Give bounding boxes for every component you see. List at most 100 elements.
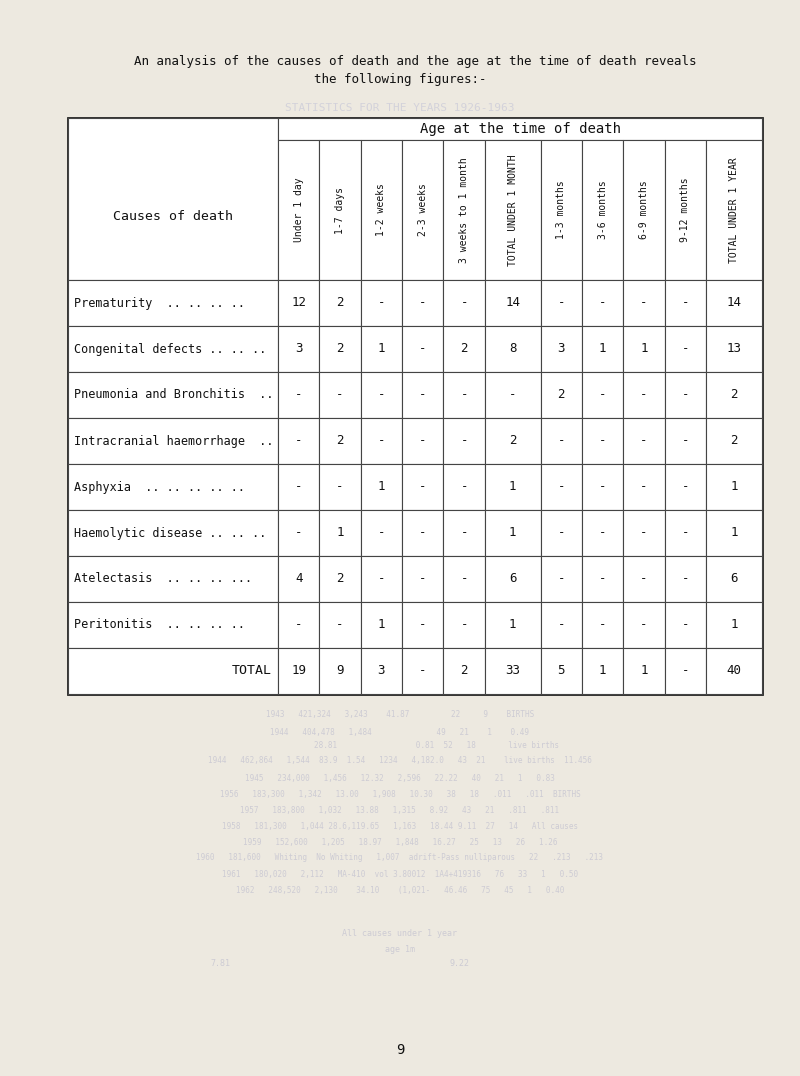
Bar: [541, 140, 582, 280]
Text: -: -: [640, 435, 648, 448]
Text: -: -: [378, 388, 385, 401]
Text: -: -: [599, 297, 606, 310]
Bar: [319, 417, 361, 464]
Bar: [485, 417, 541, 464]
Bar: [541, 556, 582, 601]
Bar: [706, 417, 762, 464]
Text: 2: 2: [461, 342, 468, 355]
Text: 2: 2: [509, 435, 517, 448]
Text: 14: 14: [506, 297, 520, 310]
Text: -: -: [336, 481, 344, 494]
Bar: [319, 648, 361, 694]
Bar: [319, 326, 361, 372]
Text: -: -: [419, 619, 426, 632]
Text: -: -: [558, 572, 565, 585]
Bar: [319, 464, 361, 510]
Text: 9-12 months: 9-12 months: [681, 178, 690, 242]
Text: 1956   183,300   1,342   13.00   1,908   10.30   38   18   .011   .011  BIRTHS: 1956 183,300 1,342 13.00 1,908 10.30 38 …: [220, 790, 580, 798]
Bar: [582, 280, 623, 326]
Bar: [361, 140, 402, 280]
Bar: [443, 417, 485, 464]
Bar: [582, 464, 623, 510]
Bar: [706, 372, 762, 417]
Bar: [278, 372, 319, 417]
Text: -: -: [461, 297, 468, 310]
Bar: [278, 140, 319, 280]
Text: GBI: GBI: [133, 226, 147, 235]
Bar: [278, 648, 319, 694]
Text: 1944   462,864   1,544  83.9  1.54   1234   4,182.0   43  21    live births  11.: 1944 462,864 1,544 83.9 1.54 1234 4,182.…: [208, 755, 592, 765]
Text: -: -: [461, 435, 468, 448]
Text: Peritonitis  .. .. .. ..: Peritonitis .. .. .. ..: [74, 619, 245, 632]
Bar: [361, 464, 402, 510]
Text: -: -: [461, 619, 468, 632]
Bar: [402, 140, 443, 280]
Text: age 1m: age 1m: [385, 945, 415, 953]
Bar: [278, 118, 762, 140]
Text: 8: 8: [509, 342, 517, 355]
Bar: [665, 601, 706, 648]
Text: Deaths    Deaths: Deaths Deaths: [513, 166, 587, 174]
Bar: [443, 648, 485, 694]
Text: -: -: [640, 619, 648, 632]
Text: 3: 3: [295, 342, 302, 355]
Text: 1959   152,600   1,205   18.97   1,848   16.27   25   13   26   1.26: 1959 152,600 1,205 18.97 1,848 16.27 25 …: [242, 837, 558, 847]
Bar: [485, 556, 541, 601]
Bar: [665, 510, 706, 556]
Text: -: -: [461, 388, 468, 401]
Bar: [485, 464, 541, 510]
Bar: [665, 556, 706, 601]
Text: 9: 9: [396, 1043, 404, 1057]
Text: -: -: [558, 526, 565, 539]
Text: -: -: [682, 297, 690, 310]
Bar: [485, 601, 541, 648]
Text: 1: 1: [640, 665, 648, 678]
Bar: [623, 372, 665, 417]
Text: 1945   234,000   1,456   12.32   2,596   22.22   40   21   1   0.83: 1945 234,000 1,456 12.32 2,596 22.22 40 …: [245, 774, 555, 782]
Bar: [541, 417, 582, 464]
Text: 1961   180,020   2,112   MA-410  vol 3.80012  1A4+419316   76   33   1   0.50: 1961 180,020 2,112 MA-410 vol 3.80012 1A…: [222, 869, 578, 878]
Bar: [706, 464, 762, 510]
Text: -: -: [378, 297, 385, 310]
Bar: [402, 464, 443, 510]
Text: 6: 6: [509, 572, 517, 585]
Bar: [443, 280, 485, 326]
Bar: [582, 648, 623, 694]
Bar: [402, 556, 443, 601]
Text: -: -: [682, 572, 690, 585]
Bar: [485, 140, 541, 280]
Text: 28.81                 0.81  52   18       live births: 28.81 0.81 52 18 live births: [241, 741, 559, 750]
Bar: [706, 601, 762, 648]
Bar: [278, 510, 319, 556]
Text: -: -: [682, 619, 690, 632]
Text: 1: 1: [640, 342, 648, 355]
Bar: [541, 510, 582, 556]
Text: 19: 19: [291, 665, 306, 678]
Text: -: -: [599, 481, 606, 494]
Bar: [485, 648, 541, 694]
Text: TOTAL: TOTAL: [232, 665, 272, 678]
Text: -: -: [640, 572, 648, 585]
Text: -: -: [640, 297, 648, 310]
Text: 1: 1: [378, 481, 385, 494]
Bar: [319, 372, 361, 417]
Bar: [706, 140, 762, 280]
Text: -: -: [558, 435, 565, 448]
Text: 1: 1: [599, 342, 606, 355]
Bar: [278, 326, 319, 372]
Text: 12: 12: [291, 297, 306, 310]
Text: 40: 40: [726, 665, 742, 678]
Text: Causes of death: Causes of death: [113, 211, 233, 224]
Bar: [278, 556, 319, 601]
Text: Population: Population: [115, 145, 165, 155]
Text: -: -: [461, 526, 468, 539]
Text: 1: 1: [730, 481, 738, 494]
Bar: [706, 556, 762, 601]
Bar: [402, 326, 443, 372]
Text: Haemolytic disease .. .. ..: Haemolytic disease .. .. ..: [74, 526, 266, 539]
Text: 3-6 months: 3-6 months: [598, 181, 608, 239]
Bar: [278, 417, 319, 464]
Bar: [665, 140, 706, 280]
Bar: [68, 326, 278, 372]
Bar: [68, 601, 278, 648]
